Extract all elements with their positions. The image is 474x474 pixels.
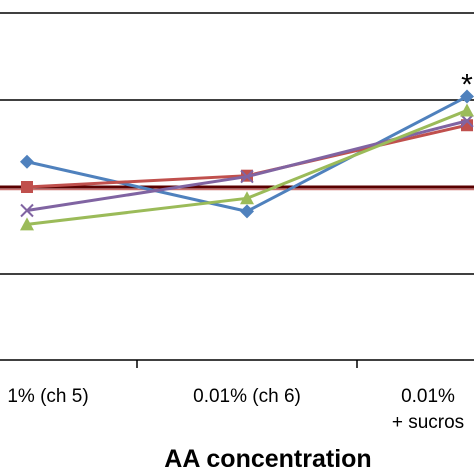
series-3-point-1 [240, 191, 254, 205]
series-0-point-1 [240, 204, 254, 219]
series-0-point-2 [460, 89, 474, 104]
series-1-point-0 [21, 181, 33, 193]
series-2-point-1 [240, 169, 254, 184]
series-group [20, 89, 474, 231]
x-tick-label-2-0: 0.01% [401, 386, 455, 407]
series-3-point-2 [460, 103, 474, 117]
x-tick-label-1-0: 0.01% (ch 6) [193, 386, 301, 407]
series-3-point-0 [20, 217, 34, 231]
series-0-point-0 [20, 154, 34, 169]
x-tick-labels: 1% (ch 5) 0.01% (ch 6) 0.01% + sucros [7, 386, 464, 433]
x-axis [0, 359, 474, 368]
x-tick-label-0-0: 1% (ch 5) [7, 386, 88, 407]
x-tick-label-2-1: + sucros [392, 412, 464, 433]
reference-line [0, 185, 474, 191]
significance-asterisk: * [461, 69, 473, 102]
series-2-point-0 [20, 203, 34, 218]
x-axis-title: AA concentration [164, 445, 371, 473]
gridlines [0, 12, 474, 275]
series-2-point-2 [460, 114, 474, 128]
